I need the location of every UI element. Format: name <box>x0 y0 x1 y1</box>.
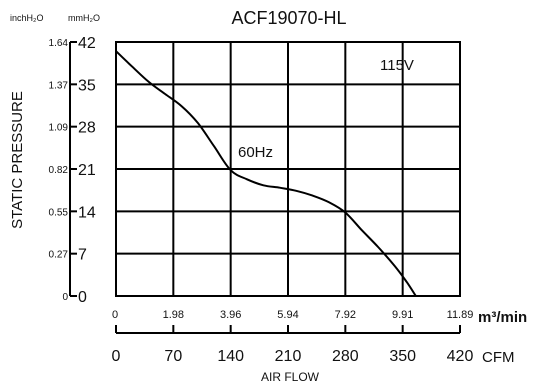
x-tick-label-m3min: 1.98 <box>163 309 184 321</box>
annotation-frequency: 60Hz <box>238 144 273 161</box>
y-unit-inch: inchH₂O <box>10 13 44 23</box>
x-tick-label-m3min: 5.94 <box>277 309 298 321</box>
y-tick-label-mm: 42 <box>78 35 96 52</box>
y-tick-label-inch: 0 <box>62 292 68 303</box>
x-unit-cfm: CFM <box>482 349 515 366</box>
y-tick-label-inch: 0.82 <box>49 165 69 176</box>
y-tick-label-mm: 14 <box>78 204 96 221</box>
y-tick-label-inch: 1.64 <box>49 38 69 49</box>
plot-frame <box>115 41 461 297</box>
axis-ticks <box>69 41 461 334</box>
chart-title: ACF19070-HL <box>231 8 346 28</box>
plot-grid <box>116 42 460 296</box>
x-tick-label-cfm: 280 <box>332 348 359 365</box>
x-tick-label-cfm: 140 <box>217 348 244 365</box>
y-tick-label-inch: 1.09 <box>49 123 69 134</box>
y-unit-mm: mmH₂O <box>68 13 100 23</box>
y-tick-label-mm: 7 <box>78 247 87 264</box>
x-tick-label-cfm: 0 <box>112 348 121 365</box>
y-tick-label-inch: 0.27 <box>49 250 69 261</box>
y-tick-label-inch: 0.55 <box>49 207 69 218</box>
x-tick-label-m3min: 3.96 <box>220 309 241 321</box>
x-tick-label-m3min: 11.89 <box>447 309 474 321</box>
y-tick-label-inch: 1.37 <box>49 80 69 91</box>
x-tick-label-cfm: 420 <box>447 348 474 365</box>
y-tick-label-mm: 0 <box>78 289 87 306</box>
x-tick-label-m3min: 7.92 <box>335 309 356 321</box>
x-tick-label-cfm: 350 <box>389 348 416 365</box>
series-line <box>115 50 417 297</box>
y-tick-label-mm: 35 <box>78 77 96 94</box>
x-tick-label-m3min: 9.91 <box>392 309 413 321</box>
y-axis-label: STATIC PRESSURE <box>9 91 26 229</box>
y-tick-label-mm: 21 <box>78 162 96 179</box>
x-axis-label: AIR FLOW <box>261 370 320 383</box>
x-tick-label-cfm: 210 <box>275 348 302 365</box>
y-tick-label-mm: 28 <box>78 120 96 137</box>
annotation-voltage: 115V <box>380 57 414 74</box>
x-tick-label-m3min: 0 <box>112 309 118 321</box>
x-unit-m3min: m³/min <box>478 309 527 326</box>
x-tick-label-cfm: 70 <box>164 348 182 365</box>
